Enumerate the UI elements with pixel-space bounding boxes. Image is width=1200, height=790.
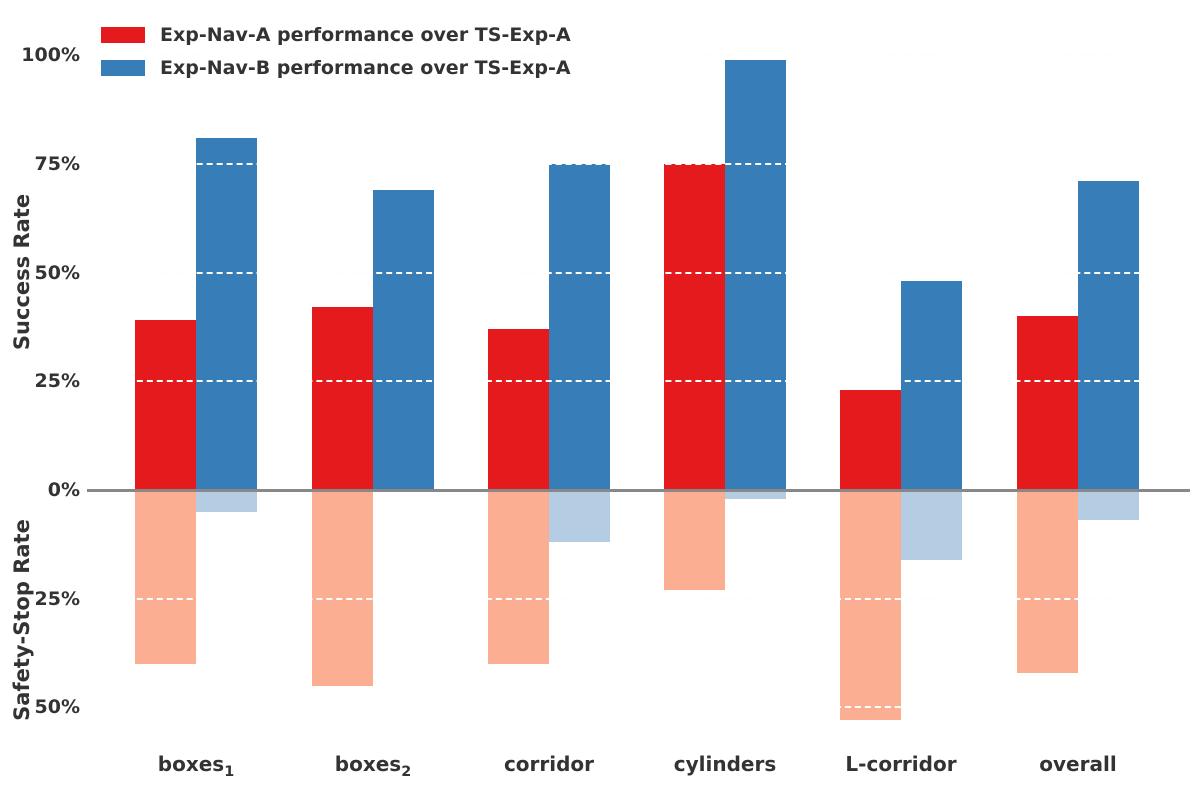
bar-success_rate-left-cylinders: [664, 163, 725, 490]
x-label-cylinders: cylinders: [673, 752, 777, 776]
y-axis-title-safety-stop-rate: Safety-Stop Rate: [10, 519, 34, 721]
bar-safety_stop_rate-left-cylinders: [664, 490, 725, 590]
zero-baseline: [87, 489, 1190, 492]
bar-safety_stop_rate-right-overall: [1078, 490, 1139, 521]
y-tick-0pct: 0%: [47, 479, 80, 501]
legend-swatch-blue: [101, 60, 145, 76]
bar-safety_stop_rate-right-corridor: [549, 490, 610, 543]
legend-item-exp-nav-b: Exp-Nav-B performance over TS-Exp-A: [101, 57, 571, 79]
legend-item-exp-nav-a: Exp-Nav-A performance over TS-Exp-A: [101, 24, 571, 46]
bar-safety_stop_rate-left-overall: [1017, 490, 1078, 673]
x-label-corridor: corridor: [503, 752, 595, 776]
gridline: [87, 271, 1190, 274]
bar-success_rate-left-boxes_1: [135, 320, 196, 490]
bar-success_rate-right-overall: [1078, 181, 1139, 490]
x-label-boxes_1: boxes1: [157, 752, 235, 780]
legend: Exp-Nav-A performance over TS-Exp-A Exp-…: [101, 24, 571, 79]
y-axis-title-success-rate: Success Rate: [10, 193, 34, 351]
bar-safety_stop_rate-left-boxes_2: [312, 490, 373, 686]
legend-swatch-red: [101, 27, 145, 43]
bar-success_rate-right-cylinders: [725, 59, 786, 490]
gridline: [87, 380, 1190, 383]
bar-success_rate-left-overall: [1017, 316, 1078, 490]
gridline: [87, 54, 1190, 57]
bar-success_rate-left-corridor: [488, 329, 549, 490]
y-tick-100pct: 100%: [21, 44, 80, 67]
bar-success_rate-left-boxes_2: [312, 307, 373, 490]
gridline: [87, 162, 1190, 165]
bar-safety_stop_rate-right-cylinders: [725, 490, 786, 499]
y-tick-25pct: 25%: [34, 587, 80, 610]
gridline: [87, 597, 1190, 600]
y-tick-25pct: 25%: [34, 370, 80, 393]
y-tick-50pct: 50%: [34, 261, 80, 284]
y-tick-50pct: 50%: [34, 696, 80, 719]
x-label-overall: overall: [1039, 752, 1117, 776]
legend-label-exp-nav-b: Exp-Nav-B performance over TS-Exp-A: [160, 57, 571, 79]
x-label-L-corridor: L-corridor: [845, 752, 957, 776]
gridline: [87, 706, 1190, 709]
bar-safety_stop_rate-right-L-corridor: [901, 490, 962, 560]
bar-safety_stop_rate-left-L-corridor: [840, 490, 901, 721]
bar-success_rate-right-boxes_2: [373, 189, 434, 490]
bar-safety_stop_rate-left-boxes_1: [135, 490, 196, 664]
bar-success_rate-right-boxes_1: [196, 137, 257, 490]
bar-success_rate-left-L-corridor: [840, 389, 901, 490]
x-label-boxes_2: boxes2: [334, 752, 412, 780]
y-tick-75pct: 75%: [34, 152, 80, 175]
bar-safety_stop_rate-right-boxes_1: [196, 490, 257, 512]
legend-label-exp-nav-a: Exp-Nav-A performance over TS-Exp-A: [160, 24, 571, 46]
bar-success_rate-right-corridor: [549, 163, 610, 490]
bar-safety_stop_rate-left-corridor: [488, 490, 549, 664]
bar-success_rate-right-L-corridor: [901, 281, 962, 490]
